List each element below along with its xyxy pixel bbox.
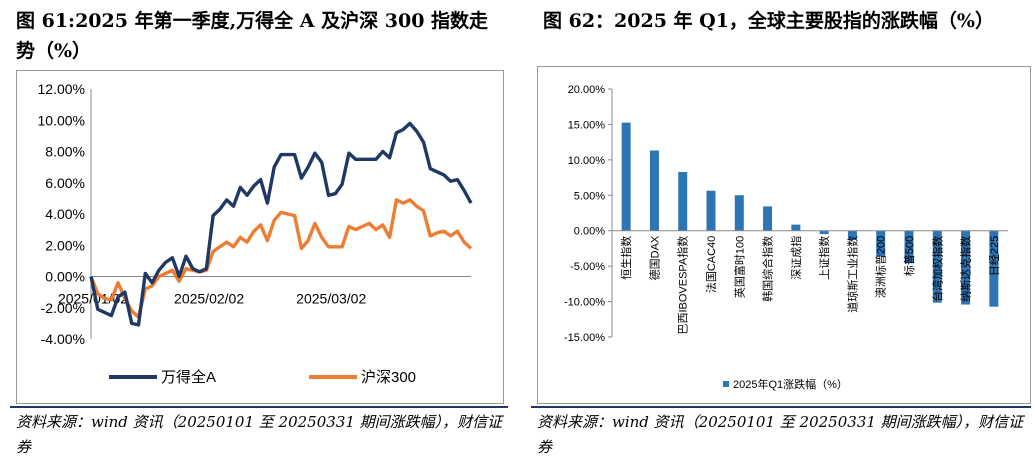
- category-label: 恒生指数: [619, 236, 633, 280]
- x-tick-label: 2025/03/02: [296, 291, 366, 307]
- y-tick-label: 10.00%: [38, 112, 85, 128]
- y-tick-label: 2.00%: [45, 237, 85, 253]
- y-tick-label: 10.00%: [568, 155, 606, 167]
- bar-3: [706, 190, 716, 231]
- y-tick-label: 15.00%: [568, 119, 606, 131]
- y-tick-label: 0.00%: [574, 226, 605, 238]
- right-figure-title: 图 62：2025 年 Q1，全球主要股指的涨跌幅（%）: [543, 10, 994, 32]
- bar-6: [791, 224, 801, 231]
- y-tick-label: 6.00%: [45, 175, 85, 191]
- bar-1: [649, 150, 659, 231]
- series-line-1: [89, 198, 473, 319]
- category-label: 韩国综合指数: [761, 236, 775, 302]
- category-label: 深证成指: [789, 236, 803, 280]
- left-figure: 图 61:2025 年第一季度,万得全 A 及沪深 300 指数走势（%） -4…: [0, 0, 508, 465]
- legend-label: 2025年Q1涨跌幅（%）: [733, 377, 848, 391]
- legend-label-1: 沪深300: [361, 369, 416, 386]
- category-label: 巴西IBOVESPA指数: [676, 236, 690, 335]
- x-tick-label: 2025/02/02: [174, 291, 244, 307]
- category-label: 道琼斯工业指数: [845, 236, 859, 313]
- y-tick-label: 8.00%: [45, 144, 85, 160]
- category-label: 日经225: [988, 236, 1001, 276]
- y-tick-label: -10.00%: [564, 297, 605, 309]
- category-label: 纳斯达克指数: [959, 236, 973, 302]
- left-figure-title: 图 61:2025 年第一季度,万得全 A 及沪深 300 指数走势（%）: [16, 10, 489, 62]
- category-label: 上证指数: [817, 236, 831, 280]
- y-tick-label: -15.00%: [564, 332, 605, 344]
- y-tick-label: 4.00%: [45, 206, 85, 222]
- y-tick-label: -5.00%: [570, 261, 605, 273]
- y-tick-label: -4.00%: [41, 331, 85, 347]
- right-divider: [531, 406, 1031, 408]
- bar-12: [961, 230, 971, 305]
- y-tick-label: -2.00%: [41, 300, 85, 316]
- bar-0: [621, 122, 631, 231]
- bar-5: [763, 206, 773, 231]
- right-source-note: 资料来源：wind 资讯（20250101 至 20250331 期间涨跌幅），…: [537, 413, 1024, 456]
- bar-13: [989, 230, 999, 307]
- y-tick-label: 12.00%: [38, 81, 85, 97]
- category-label: 台湾加权指数: [930, 236, 944, 302]
- legend-swatch: [723, 381, 729, 387]
- series-line-0: [89, 121, 473, 327]
- left-source-note: 资料来源：wind 资讯（20250101 至 20250331 期间涨跌幅），…: [16, 413, 503, 456]
- category-label: 标普500: [902, 236, 916, 276]
- category-label: 法国CAC40: [704, 236, 718, 293]
- bar-10: [904, 230, 914, 264]
- bar-4: [734, 195, 744, 231]
- bar-chart-frame: -15.00% -10.00% -5.00% 0.00% 5.00% 10.00% 15.0…: [537, 66, 1031, 404]
- category-label: 德国DAX: [647, 235, 661, 280]
- left-divider: [10, 406, 508, 408]
- y-tick-label: 20.00%: [568, 84, 606, 96]
- bar-chart: -15.00% -10.00% -5.00% 0.00% 5.00% 10.00% 15.0…: [564, 84, 1008, 391]
- bar-2: [678, 171, 688, 231]
- bar-11: [932, 230, 942, 303]
- bar-8: [847, 230, 857, 240]
- y-tick-label: 5.00%: [574, 190, 605, 202]
- category-label: 英国富时100: [732, 236, 746, 298]
- right-figure: 图 62：2025 年 Q1，全球主要股指的涨跌幅（%） -15.00% -10.…: [527, 0, 1035, 465]
- bar-9: [876, 230, 886, 257]
- y-tick-label: 0.00%: [45, 269, 85, 285]
- x-tick-label: 2025/01/02: [58, 291, 128, 307]
- category-label: 澳洲标普200: [874, 236, 888, 298]
- legend-label-0: 万得全A: [161, 368, 216, 386]
- line-chart: -4.00% -2.00% 0.00% 2.00% 4.00% 6.00% 8.00% 10.…: [38, 81, 473, 386]
- bar-7: [819, 230, 829, 235]
- line-chart-frame: -4.00% -2.00% 0.00% 2.00% 4.00% 6.00% 8.00% 10.…: [16, 70, 504, 404]
